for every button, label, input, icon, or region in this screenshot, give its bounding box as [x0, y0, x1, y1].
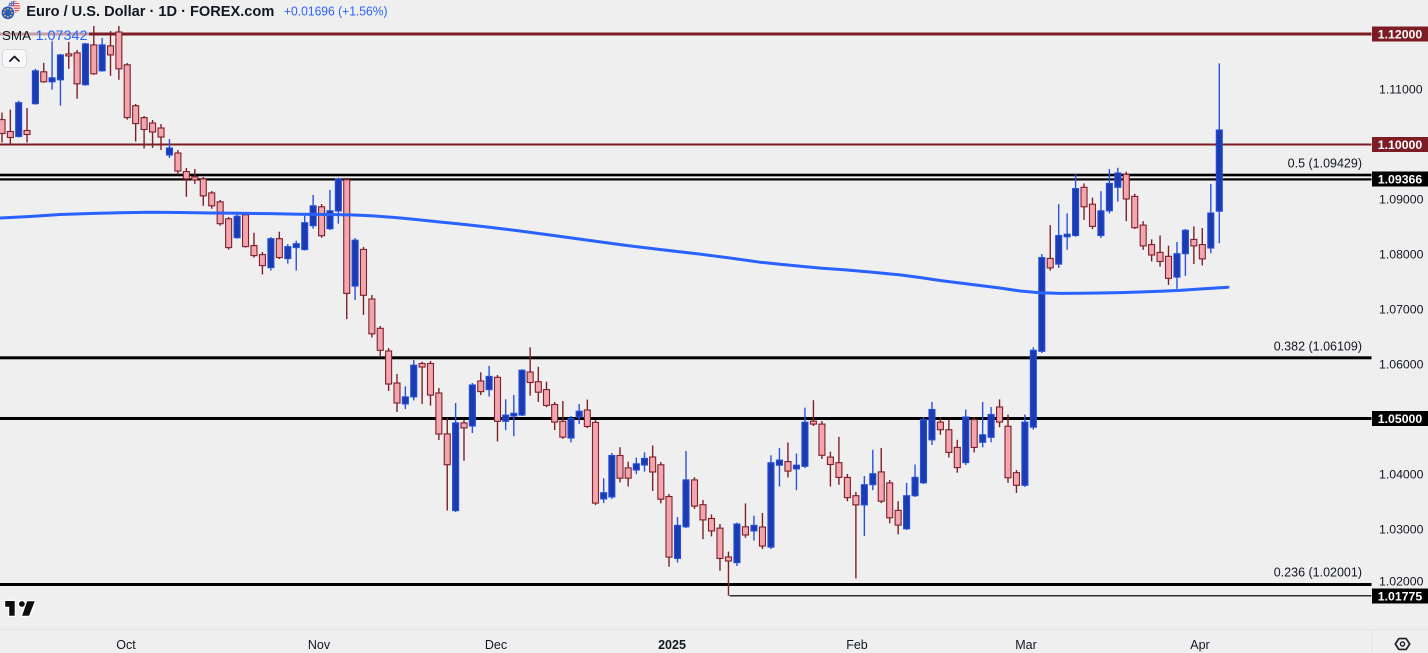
svg-text:1.07000: 1.07000	[1379, 302, 1424, 316]
svg-text:Nov: Nov	[308, 638, 331, 652]
svg-text:Mar: Mar	[1015, 638, 1037, 652]
svg-text:SMA: SMA	[2, 28, 31, 43]
svg-text:Euro / U.S. Dollar · 1D · FORE: Euro / U.S. Dollar · 1D · FOREX.com	[26, 3, 274, 20]
svg-text:1.04000: 1.04000	[1379, 467, 1424, 481]
svg-text:1.06000: 1.06000	[1379, 357, 1424, 371]
svg-text:1.09366: 1.09366	[1378, 172, 1423, 186]
svg-text:1.07342: 1.07342	[36, 28, 88, 43]
svg-text:2025: 2025	[658, 638, 686, 652]
svg-text:+0.01696 (+1.56%): +0.01696 (+1.56%)	[284, 4, 388, 19]
svg-text:1.05000: 1.05000	[1378, 412, 1423, 426]
svg-text:1.10000: 1.10000	[1378, 138, 1423, 152]
svg-text:1.02000: 1.02000	[1379, 574, 1424, 588]
svg-text:Apr: Apr	[1190, 638, 1209, 652]
svg-text:0.382 (1.06109): 0.382 (1.06109)	[1274, 340, 1362, 354]
svg-text:1.08000: 1.08000	[1379, 247, 1424, 261]
svg-text:0.5 (1.09429): 0.5 (1.09429)	[1288, 157, 1362, 171]
svg-text:1.12000: 1.12000	[1378, 27, 1423, 41]
svg-text:Feb: Feb	[846, 638, 868, 652]
svg-text:1.03000: 1.03000	[1379, 522, 1424, 536]
svg-text:0.236 (1.02001): 0.236 (1.02001)	[1274, 566, 1362, 580]
svg-text:1.11000: 1.11000	[1379, 82, 1423, 96]
svg-text:1.09000: 1.09000	[1379, 192, 1424, 206]
svg-text:Dec: Dec	[485, 638, 507, 652]
svg-text:Oct: Oct	[116, 638, 136, 652]
svg-text:1.01775: 1.01775	[1378, 589, 1423, 603]
